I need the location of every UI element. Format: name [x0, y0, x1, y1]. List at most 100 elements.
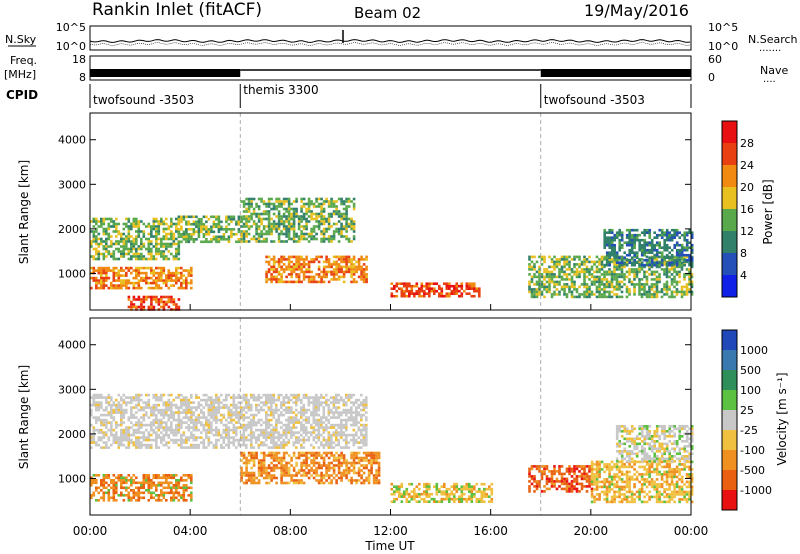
heat-cell [105, 413, 108, 417]
heat-cell [640, 263, 644, 267]
heat-cell [137, 438, 141, 442]
heat-cell [135, 403, 138, 407]
heat-cell [610, 228, 614, 232]
heat-cell [245, 220, 248, 223]
heat-cell [130, 496, 133, 500]
heat-cell [292, 237, 296, 241]
heat-cell [120, 408, 123, 412]
heat-cell [147, 245, 151, 248]
heat-cell [277, 459, 281, 462]
heat-cell [270, 431, 273, 434]
heat-cell [277, 220, 281, 223]
heat-cell [668, 295, 671, 299]
heat-cell [182, 233, 186, 236]
heat-cell [200, 416, 203, 419]
heat-cell [340, 265, 343, 269]
heat-cell [640, 293, 644, 296]
heat-cell [653, 283, 656, 286]
heat-cell [272, 222, 276, 226]
heat-cell [393, 284, 396, 288]
heat-cell [250, 436, 253, 439]
heat-cell [322, 421, 326, 424]
heat-cell [107, 484, 111, 487]
heat-cell [217, 215, 221, 219]
heat-cell [105, 279, 108, 282]
heat-cell [252, 423, 256, 427]
heat-cell [428, 289, 431, 293]
heat-cell [195, 223, 198, 226]
heat-cell [605, 238, 609, 242]
heat-cell [162, 227, 166, 231]
heat-cell [192, 230, 196, 234]
heat-cell [110, 428, 113, 432]
heat-cell [102, 222, 106, 226]
heat-cell [623, 283, 626, 286]
heat-cell [160, 240, 163, 243]
heat-cell [245, 232, 248, 236]
heat-cell [140, 276, 143, 280]
heat-cell [265, 232, 268, 236]
heat-cell [95, 240, 98, 243]
heat-cell [620, 280, 624, 284]
heat-cell [352, 273, 356, 276]
heat-cell [135, 428, 138, 432]
heat-cell [175, 257, 178, 261]
heat-cell [340, 275, 343, 279]
heat-cell [282, 207, 286, 211]
heat-cell [122, 279, 126, 282]
heat-cell [162, 436, 166, 439]
heat-cell [605, 270, 609, 274]
heat-cell [155, 266, 158, 270]
heat-cell [150, 230, 153, 233]
heat-cell [280, 456, 283, 460]
heat-cell [290, 406, 293, 409]
heat-cell [187, 436, 191, 439]
heat-cell [683, 246, 686, 249]
heat-cell [252, 220, 256, 223]
heat-cell [563, 258, 566, 261]
heat-cell [365, 416, 368, 419]
heat-cell [267, 260, 271, 264]
heat-cell [175, 266, 178, 270]
heat-cell [272, 464, 276, 467]
heat-cell [605, 241, 609, 244]
heat-cell [300, 398, 303, 402]
heat-cell [130, 481, 133, 485]
heat-cell [327, 421, 331, 424]
heat-cell [305, 421, 308, 424]
heat-cell [205, 230, 208, 234]
heat-cell [262, 436, 266, 439]
heat-cell [290, 479, 293, 482]
heat-cell [255, 438, 258, 442]
heat-cell [337, 240, 341, 243]
heat-cell [197, 406, 201, 409]
heat-cell [165, 274, 168, 277]
heat-cell [355, 401, 358, 404]
heat-cell [122, 269, 126, 272]
heat-cell [688, 256, 691, 259]
heat-cell [267, 202, 271, 206]
heat-cell [312, 202, 316, 206]
heat-cell [360, 265, 363, 269]
heat-cell [280, 433, 283, 437]
heat-cell [618, 241, 621, 244]
heat-cell [640, 283, 644, 286]
heat-cell [242, 481, 246, 485]
heat-cell [265, 411, 268, 414]
heat-cell [185, 276, 188, 280]
heat-cell [150, 421, 153, 424]
heat-cell [342, 426, 346, 429]
heat-cell [140, 220, 143, 223]
heat-cell [645, 263, 649, 267]
heat-cell [102, 446, 106, 449]
heat-cell [167, 257, 171, 261]
heat-cell [287, 207, 291, 211]
heat-cell [638, 293, 641, 296]
heat-cell [132, 496, 136, 500]
heat-cell [635, 228, 639, 232]
heat-cell [262, 466, 266, 470]
heat-cell [355, 413, 358, 417]
heat-cell [200, 441, 203, 444]
heat-cell [180, 220, 183, 224]
heat-cell [650, 248, 654, 252]
